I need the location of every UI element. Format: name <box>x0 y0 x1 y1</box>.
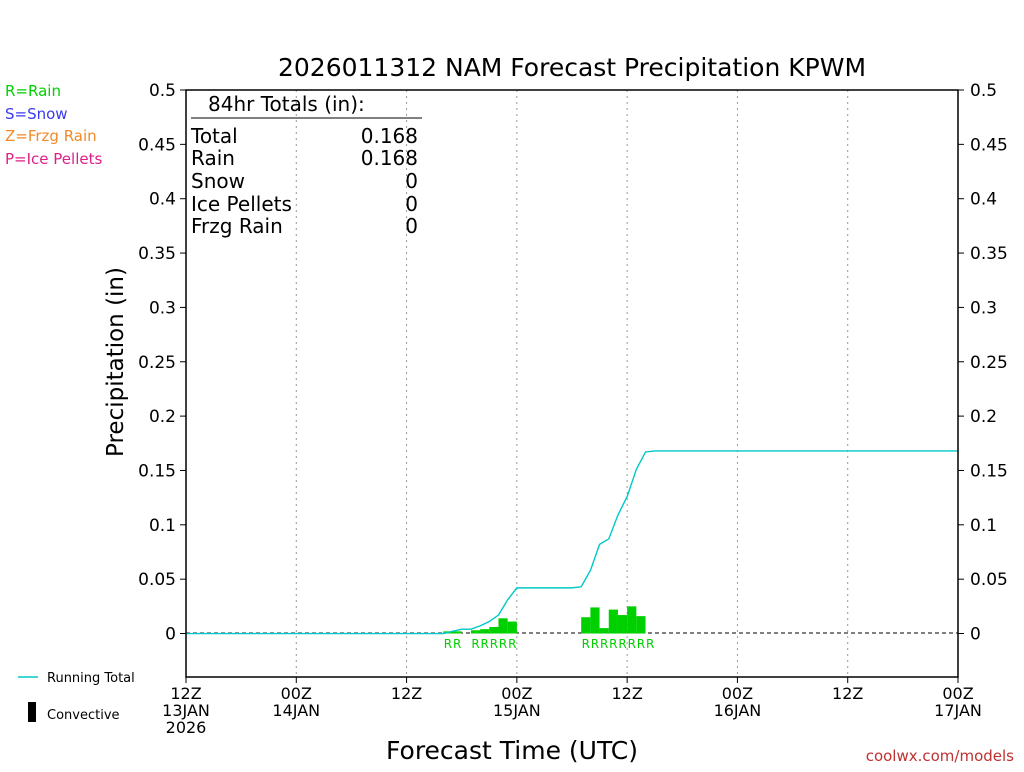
rain-bar <box>507 621 517 634</box>
running-total-line <box>186 450 958 635</box>
ptype-marker: R <box>471 637 479 651</box>
totals-value-frzg-rain: 0 <box>405 214 418 238</box>
ptype-marker: R <box>444 637 452 651</box>
totals-label-total: Total <box>190 124 238 148</box>
x-tick-label: 12Z <box>832 684 863 703</box>
totals-value-total: 0.168 <box>361 124 418 148</box>
totals-value-snow: 0 <box>405 169 418 193</box>
x-tick-label: 00Z <box>281 684 312 703</box>
x-tick-label: 00Z <box>501 684 532 703</box>
chart-title: 2026011312 NAM Forecast Precipitation KP… <box>278 53 866 82</box>
ptype-marker: R <box>609 637 617 651</box>
y-axis-right: 0 0.05 0.1 0.15 0.2 0.25 0.3 0.35 0.4 0.45 0.5 <box>958 81 1008 645</box>
y-tick-label-right: 0.2 <box>970 407 997 427</box>
x-tick-label: 00Z <box>942 684 973 703</box>
ptype-marker: R <box>453 637 461 651</box>
rain-bar <box>470 630 481 634</box>
y-tick-label-left: 0.05 <box>138 570 176 590</box>
bottom-legend: Running Total Convective <box>18 671 135 723</box>
legend-frzg-rain: Z=Frzg Rain <box>5 127 97 145</box>
y-tick-label-left: 0.45 <box>138 135 176 155</box>
x-tick-label: 15JAN <box>493 701 541 720</box>
x-tick-label: 00Z <box>722 684 753 703</box>
y-tick-label-left: 0.35 <box>138 244 176 264</box>
totals-label-snow: Snow <box>191 169 245 193</box>
y-tick-label-right: 0.15 <box>970 461 1008 481</box>
totals-value-rain: 0.168 <box>361 146 418 170</box>
y-tick-label-right: 0 <box>970 625 981 645</box>
ptype-marker: R <box>637 637 645 651</box>
x-tick-label: 12Z <box>611 684 642 703</box>
ptype-marker: R <box>582 637 590 651</box>
plot-frame <box>185 89 959 678</box>
rain-bar <box>489 626 499 634</box>
y-tick-label-left: 0.2 <box>149 407 176 427</box>
legend-ice-pellets: P=Ice Pellets <box>5 150 102 168</box>
ptype-marker: R <box>618 637 626 651</box>
site-credit: coolwx.com/models <box>866 747 1014 765</box>
y-tick-label-left: 0.15 <box>138 461 176 481</box>
ptype-marker: R <box>490 637 498 651</box>
y-tick-label-right: 0.05 <box>970 570 1008 590</box>
y-tick-label-left: 0 <box>165 625 176 645</box>
ptype-marker: R <box>499 637 507 651</box>
y-tick-label-left: 0.3 <box>149 298 176 318</box>
legend-convective: Convective <box>47 708 120 723</box>
y-tick-label-right: 0.4 <box>970 190 997 210</box>
x-axis-label: Forecast Time (UTC) <box>386 736 638 765</box>
rain-bar <box>599 628 609 634</box>
x-tick-label: 17JAN <box>934 701 982 720</box>
totals-label-frzg-rain: Frzg Rain <box>191 214 283 238</box>
convective-swatch <box>28 702 36 722</box>
rain-bar <box>617 615 628 634</box>
ptype-marker: R <box>646 637 654 651</box>
ptype-marker: R <box>600 637 608 651</box>
y-tick-label-left: 0.4 <box>149 190 176 210</box>
legend-rain: R=Rain <box>5 82 61 100</box>
y-tick-label-right: 0.3 <box>970 298 997 318</box>
x-tick-label: 2026 <box>166 718 207 737</box>
x-tick-label: 16JAN <box>714 701 762 720</box>
ptype-marker: R <box>508 637 516 651</box>
legend-running-total: Running Total <box>47 671 135 686</box>
totals-value-ice-pellets: 0 <box>405 192 418 216</box>
legend-snow: S=Snow <box>5 105 68 123</box>
rain-bar <box>590 607 600 634</box>
rain-bar <box>627 606 637 634</box>
y-tick-label-right: 0.45 <box>970 135 1008 155</box>
y-tick-label-right: 0.5 <box>970 81 997 101</box>
totals-title: 84hr Totals (in): <box>208 92 365 116</box>
y-tick-label-left: 0.5 <box>149 81 176 101</box>
ptype-legend: R=Rain S=Snow Z=Frzg Rain P=Ice Pellets <box>5 82 102 168</box>
y-axis-label: Precipitation (in) <box>103 267 129 457</box>
grid-lines <box>295 90 849 677</box>
rain-bar <box>498 618 508 634</box>
y-tick-label-right: 0.25 <box>970 353 1008 373</box>
totals-label-rain: Rain <box>191 146 235 170</box>
y-tick-label-right: 0.1 <box>970 516 997 536</box>
y-axis-left: 0 0.05 0.1 0.15 0.2 0.25 0.3 0.35 0.4 0.45 0.5 <box>138 81 186 645</box>
ptype-marker: R <box>481 637 489 651</box>
x-tick-label: 12Z <box>170 684 201 703</box>
rain-bars <box>443 606 646 634</box>
y-tick-label-right: 0.35 <box>970 244 1008 264</box>
rain-bar <box>636 616 646 634</box>
rain-bar <box>581 617 591 634</box>
y-tick-label-left: 0.25 <box>138 353 176 373</box>
x-tick-label: 14JAN <box>272 701 320 720</box>
ptype-marker: R <box>591 637 599 651</box>
rain-bar <box>480 629 490 634</box>
rain-bar <box>452 631 462 634</box>
y-tick-label-left: 0.1 <box>149 516 176 536</box>
rain-bar <box>608 609 618 634</box>
totals-box: 84hr Totals (in): Total 0.168 Rain 0.168… <box>190 92 422 238</box>
totals-label-ice-pellets: Ice Pellets <box>191 192 292 216</box>
x-tick-label: 12Z <box>391 684 422 703</box>
ptype-marker: R <box>628 637 636 651</box>
x-tick-label: 13JAN <box>162 701 210 720</box>
